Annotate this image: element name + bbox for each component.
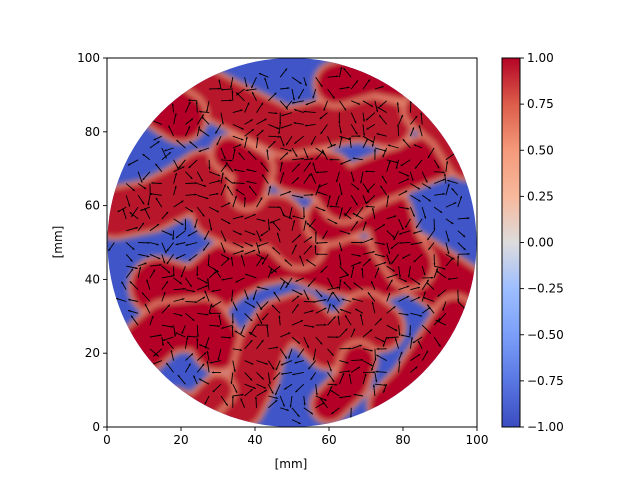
y-axis-ticks: 0 20 40 60 80 100 [77,51,107,434]
x-axis-label: [mm] [275,457,308,471]
x-axis-ticks: 0 20 40 60 80 100 [103,427,488,447]
y-tick-label: 100 [77,51,100,65]
colorbar-tick-label: 0.25 [527,189,554,203]
red-region [137,324,218,354]
plot-area [107,58,477,428]
colorbar-tick-label: 0.75 [527,97,554,111]
x-tick-label: 80 [395,433,410,447]
x-tick-label: 20 [173,433,188,447]
y-tick-label: 20 [85,346,100,360]
colorbar-tick-label: 0.50 [527,143,554,157]
colorbar-tick-label: −0.75 [527,374,564,388]
colorbar-tick-label: −0.25 [527,282,564,296]
colorbar-tick-label: 0.00 [527,236,554,250]
colorbar-tick-label: −1.00 [527,420,564,434]
quiver-arrowhead [350,417,352,419]
colorbar-tick-label: −0.50 [527,328,564,342]
y-tick-label: 40 [85,272,100,286]
x-tick-label: 0 [103,433,111,447]
x-tick-label: 60 [321,433,336,447]
red-region [174,390,218,412]
red-region [159,102,181,117]
colorbar [502,58,520,427]
y-tick-label: 0 [92,420,100,434]
y-axis-label: [mm] [51,226,65,259]
x-tick-label: 40 [247,433,262,447]
x-tick-label: 100 [466,433,489,447]
colorbar-tick-label: 1.00 [527,51,554,65]
colorbar-ticks: 1.00 0.75 0.50 0.25 0.00 −0.25 −0.50 −0.75 −1.00 [520,51,564,434]
y-tick-label: 80 [85,125,100,139]
y-tick-label: 60 [85,199,100,213]
